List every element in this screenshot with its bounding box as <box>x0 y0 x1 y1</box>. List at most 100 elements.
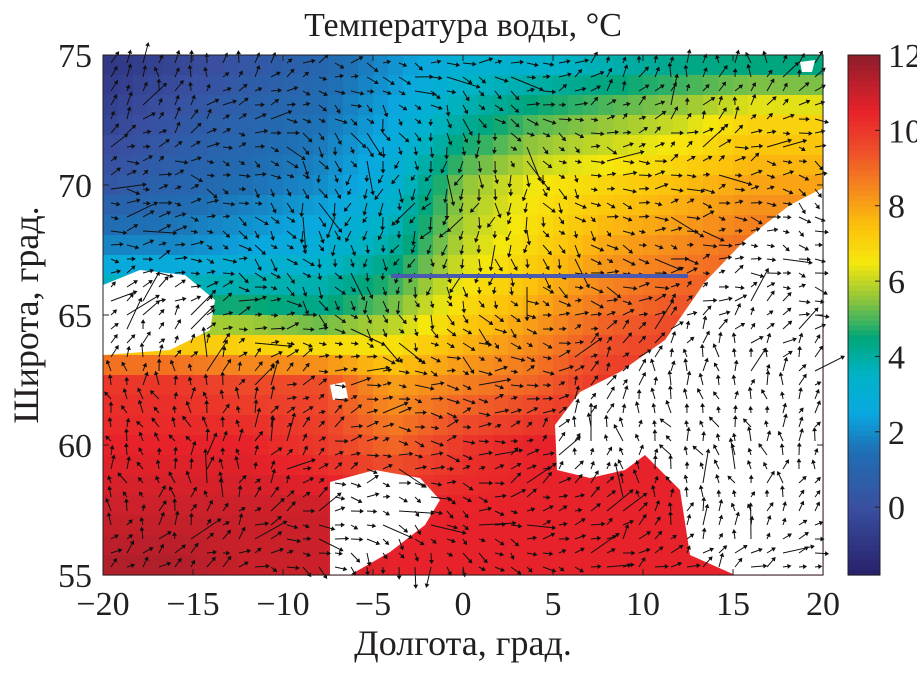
temperature-cell <box>718 155 734 176</box>
temperature-cell <box>193 555 209 576</box>
y-axis-label: Широта, град. <box>6 206 46 423</box>
temperature-cell <box>478 375 494 396</box>
temperature-cell <box>253 255 269 276</box>
temperature-cell <box>178 555 194 576</box>
temperature-cell <box>283 495 299 516</box>
temperature-cell <box>133 455 149 476</box>
temperature-cell <box>598 295 614 316</box>
temperature-cell <box>298 315 314 336</box>
temperature-cell <box>583 495 599 516</box>
temperature-cell <box>193 255 209 276</box>
temperature-cell <box>628 55 644 76</box>
temperature-cell <box>208 455 224 476</box>
temperature-cell <box>583 195 599 216</box>
temperature-cell <box>808 135 824 156</box>
temperature-cell <box>673 195 689 216</box>
colorbar-segment <box>848 60 880 66</box>
temperature-cell <box>118 395 134 416</box>
temperature-cell <box>238 295 254 316</box>
temperature-cell <box>328 335 344 356</box>
temperature-cell <box>643 555 659 576</box>
temperature-cell <box>298 455 314 476</box>
temperature-cell <box>508 415 524 436</box>
temperature-cell <box>538 215 554 236</box>
temperature-cell <box>208 135 224 156</box>
colorbar-tick-label: 2 <box>888 415 905 452</box>
temperature-cell <box>313 335 329 356</box>
colorbar-segment <box>848 220 880 226</box>
colorbar-segment <box>848 235 880 241</box>
temperature-cell <box>508 455 524 476</box>
temperature-cell <box>478 315 494 336</box>
temperature-cell <box>298 275 314 296</box>
temperature-cell <box>343 275 359 296</box>
colorbar-segment <box>848 310 880 316</box>
temperature-cell <box>373 295 389 316</box>
temperature-cell <box>628 175 644 196</box>
temperature-cell <box>433 55 449 76</box>
temperature-cell <box>163 95 179 116</box>
temperature-cell <box>223 235 239 256</box>
temperature-cell <box>433 275 449 296</box>
temperature-cell <box>433 295 449 316</box>
temperature-cell <box>763 175 779 196</box>
temperature-cell <box>163 115 179 136</box>
colorbar-segment <box>848 560 880 566</box>
temperature-cell <box>358 315 374 336</box>
temperature-cell <box>178 95 194 116</box>
temperature-cell <box>613 255 629 276</box>
temperature-cell <box>733 175 749 196</box>
temperature-cell <box>268 475 284 496</box>
temperature-cell <box>268 255 284 276</box>
temperature-cell <box>103 455 119 476</box>
colorbar-segment <box>848 370 880 376</box>
colorbar-segment <box>848 530 880 536</box>
colorbar-segment <box>848 460 880 466</box>
colorbar-segment <box>848 550 880 556</box>
temperature-cell <box>178 375 194 396</box>
temperature-cell <box>148 415 164 436</box>
temperature-cell <box>583 215 599 236</box>
temperature-cell <box>103 495 119 516</box>
temperature-cell <box>433 255 449 276</box>
temperature-cell <box>568 515 584 536</box>
temperature-cell <box>298 535 314 556</box>
temperature-cell <box>418 55 434 76</box>
temperature-cell <box>343 355 359 376</box>
temperature-cell <box>553 555 569 576</box>
temperature-cell <box>463 395 479 416</box>
colorbar-segment <box>848 480 880 486</box>
temperature-cell <box>193 135 209 156</box>
colorbar-segment <box>848 230 880 236</box>
temperature-cell <box>403 275 419 296</box>
temperature-cell <box>343 55 359 76</box>
temperature-cell <box>418 535 434 556</box>
temperature-cell <box>778 95 794 116</box>
temperature-cell <box>628 515 644 536</box>
temperature-cell <box>268 75 284 96</box>
temperature-cell <box>268 275 284 296</box>
colorbar-segment <box>848 305 880 311</box>
colorbar-segment <box>848 210 880 216</box>
colorbar-segment <box>848 140 880 146</box>
temperature-cell <box>403 115 419 136</box>
temperature-cell <box>103 255 119 276</box>
temperature-cell <box>223 475 239 496</box>
x-tick-label: −15 <box>166 586 219 623</box>
temperature-cell <box>313 215 329 236</box>
temperature-cell <box>523 235 539 256</box>
temperature-cell <box>613 235 629 256</box>
temperature-cell <box>298 215 314 236</box>
temperature-cell <box>748 115 764 136</box>
temperature-cell <box>343 415 359 436</box>
temperature-cell <box>733 215 749 236</box>
temperature-cell <box>223 375 239 396</box>
colorbar-segment <box>848 355 880 361</box>
temperature-cell <box>253 55 269 76</box>
temperature-cell <box>253 475 269 496</box>
colorbar-segment <box>848 535 880 541</box>
colorbar-segment <box>848 475 880 481</box>
temperature-cell <box>313 155 329 176</box>
